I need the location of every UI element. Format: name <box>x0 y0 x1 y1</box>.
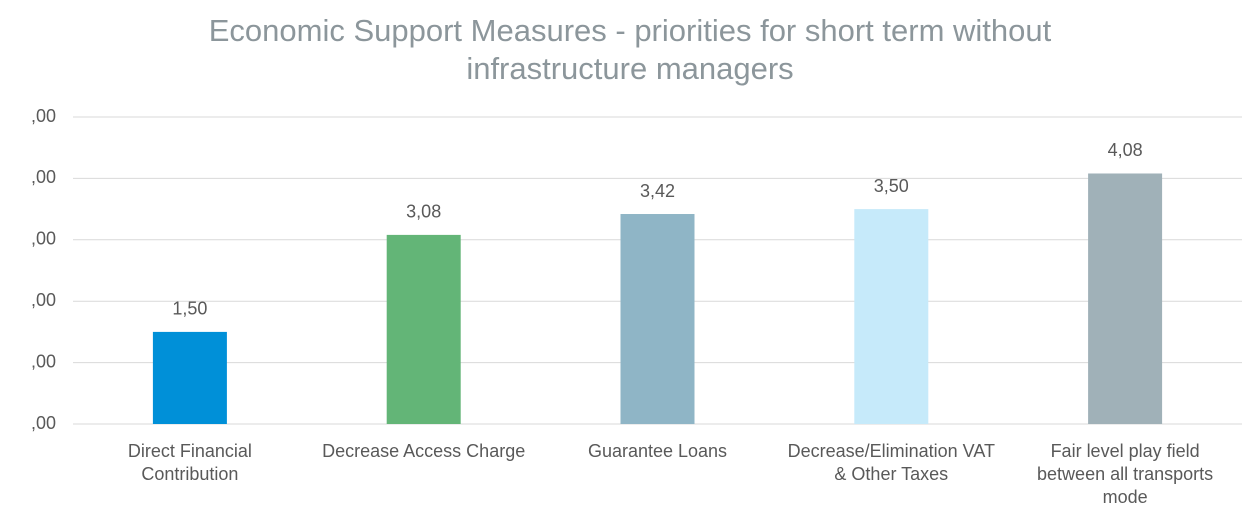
chart-title: Economic Support Measures - priorities f… <box>208 13 1052 86</box>
data-label: 3,42 <box>640 181 675 201</box>
y-tick-label: ,00 <box>31 106 56 126</box>
x-tick-label: Direct Financial Contribution <box>127 441 252 484</box>
x-tick-label: Guarantee Loans <box>587 441 728 461</box>
data-label: 4,08 <box>1108 140 1143 160</box>
data-label: 3,50 <box>874 176 909 196</box>
y-tick-label: ,00 <box>31 167 56 187</box>
y-tick-label: ,00 <box>31 229 56 249</box>
y-tick-label: ,00 <box>31 351 56 371</box>
bar <box>1088 173 1163 424</box>
x-tick-label: Fair level play field between all transp… <box>1037 441 1214 507</box>
x-tick-label: Decrease/Elimination VAT & Other Taxes <box>787 441 995 484</box>
bar <box>854 209 929 424</box>
bar <box>386 234 461 424</box>
bar <box>152 331 227 424</box>
data-label: 3,08 <box>406 202 441 222</box>
bar <box>620 214 695 424</box>
y-tick-label: ,00 <box>31 290 56 310</box>
y-tick-label: ,00 <box>31 413 56 433</box>
x-tick-label: Decrease Access Charge <box>322 441 526 461</box>
data-label: 1,50 <box>172 299 207 319</box>
